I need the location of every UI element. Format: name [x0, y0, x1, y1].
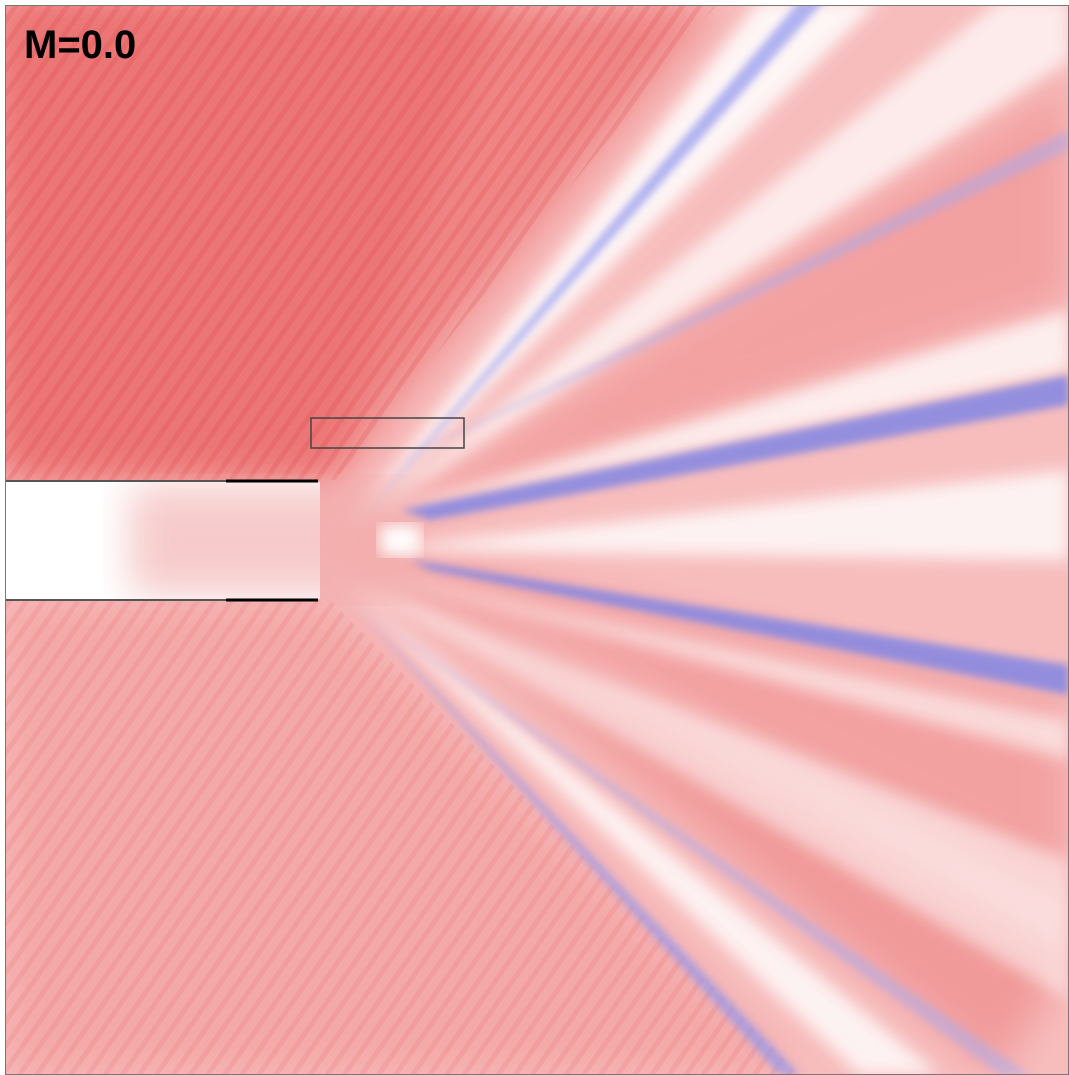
field-image: M=0.0	[0, 0, 1069, 1075]
mach-label: M=0.0	[24, 23, 136, 67]
field	[0, 0, 1069, 1075]
page: M=0.0 (() => { const data = JSON.parse(d…	[0, 0, 1069, 1075]
